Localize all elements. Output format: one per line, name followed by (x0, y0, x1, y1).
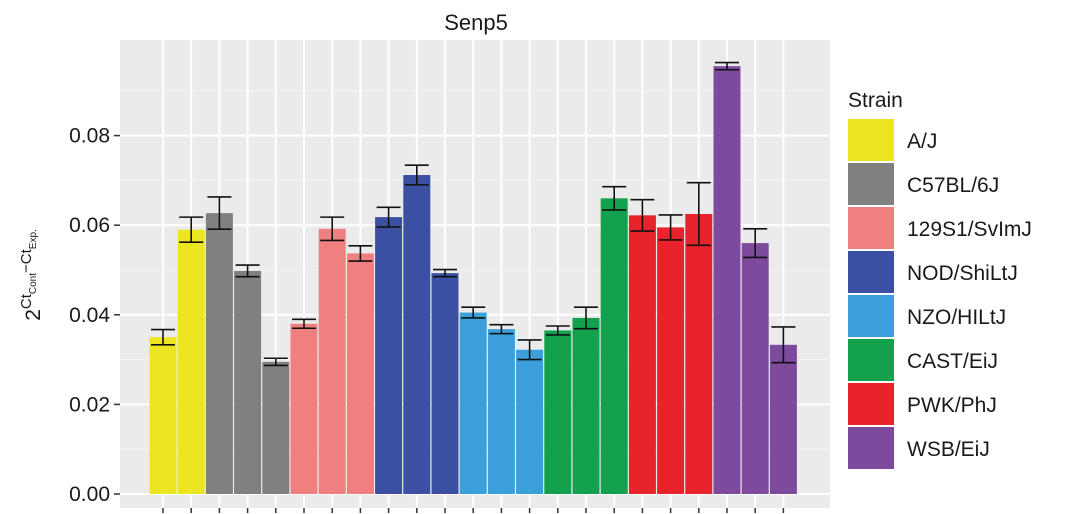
bar (290, 323, 318, 494)
bar (769, 344, 797, 494)
bar (177, 229, 205, 494)
legend-label: C57BL/6J (907, 174, 999, 197)
legend-item: NOD/ShiLtJ (848, 251, 1018, 293)
error-bar (292, 318, 316, 330)
error-bar (743, 227, 768, 259)
legend-key (848, 251, 894, 293)
legend-label: A/J (907, 130, 937, 153)
bar (628, 215, 656, 494)
bar (459, 312, 487, 494)
ylabel-sub2: Exp. (28, 229, 39, 249)
legend-key (848, 339, 894, 381)
y-tick-label: 0.08 (69, 125, 110, 148)
bar (262, 361, 290, 494)
error-bar (715, 61, 739, 71)
error-bar (771, 326, 796, 364)
error-bar (235, 264, 260, 278)
ylabel-sup1: Ct (18, 293, 35, 309)
error-bar (602, 185, 627, 211)
bar (572, 317, 600, 494)
legend-key (848, 119, 894, 161)
bar (685, 214, 713, 494)
bar (431, 273, 459, 494)
bar (375, 217, 403, 495)
legend-item: A/J (848, 119, 937, 161)
ylabel-sub1: Cont (28, 273, 39, 294)
bar (713, 66, 741, 494)
error-bar (630, 198, 655, 232)
error-bar (574, 306, 598, 330)
legend-label: WSB/EiJ (907, 438, 990, 461)
legend-label: NZO/HILtJ (907, 306, 1006, 329)
error-bar (517, 339, 542, 361)
error-bar (686, 181, 711, 247)
legend-item: NZO/HILtJ (848, 295, 1006, 337)
bar (544, 330, 572, 494)
bar (487, 329, 515, 494)
legend-title: Strain (848, 89, 903, 112)
ylabel-base: 2 (22, 309, 45, 321)
legend-label: CAST/EiJ (907, 350, 998, 373)
bar (403, 175, 431, 495)
bar (600, 198, 628, 494)
y-axis: 0.00 0.02 0.04 0.06 0.08 (69, 125, 120, 506)
error-bar (489, 323, 514, 335)
legend-label: 129S1/SvImJ (907, 218, 1032, 241)
error-bar (658, 214, 683, 241)
y-axis-label: 2CtCont−CtExp. (18, 229, 45, 321)
bar (234, 270, 262, 494)
legend-item: 129S1/SvImJ (848, 207, 1032, 249)
error-bar (179, 216, 204, 244)
y-tick-label: 0.00 (69, 483, 110, 506)
bar (741, 243, 769, 494)
error-bar (376, 206, 401, 228)
y-tick-label: 0.04 (69, 304, 110, 327)
bar (346, 253, 374, 494)
error-bar (151, 328, 175, 346)
error-bar (461, 306, 486, 319)
ylabel-sup-mid: −Ct (18, 248, 35, 273)
bar (318, 228, 346, 494)
error-bar (433, 268, 457, 278)
bar (516, 349, 544, 494)
error-bar (348, 245, 373, 262)
legend-item: C57BL/6J (848, 163, 999, 205)
legend-item: WSB/EiJ (848, 427, 990, 469)
legend-key (848, 427, 894, 469)
error-bar (404, 164, 429, 186)
legend-key (848, 163, 894, 205)
x-axis (162, 508, 785, 513)
legend-item: CAST/EiJ (848, 339, 998, 381)
chart-title: Senp5 (444, 10, 508, 35)
bar (205, 213, 233, 494)
error-bar (545, 325, 570, 336)
error-bar (320, 216, 345, 242)
legend-item: PWK/PhJ (848, 383, 997, 425)
legend: Strain A/J C57BL/6J 129S1/SvImJ NOD/ShiLtJ N… (848, 89, 1032, 469)
legend-key (848, 207, 894, 249)
error-bar (263, 357, 288, 367)
y-tick-label: 0.06 (69, 214, 110, 237)
error-bars-group (151, 61, 796, 367)
bars-group (149, 66, 797, 495)
bar (657, 227, 685, 494)
bar (149, 337, 177, 494)
y-tick-label: 0.02 (69, 393, 110, 416)
legend-key (848, 383, 894, 425)
legend-label: PWK/PhJ (907, 394, 997, 417)
error-bar (207, 196, 232, 231)
legend-key (848, 295, 894, 337)
legend-label: NOD/ShiLtJ (907, 262, 1018, 285)
